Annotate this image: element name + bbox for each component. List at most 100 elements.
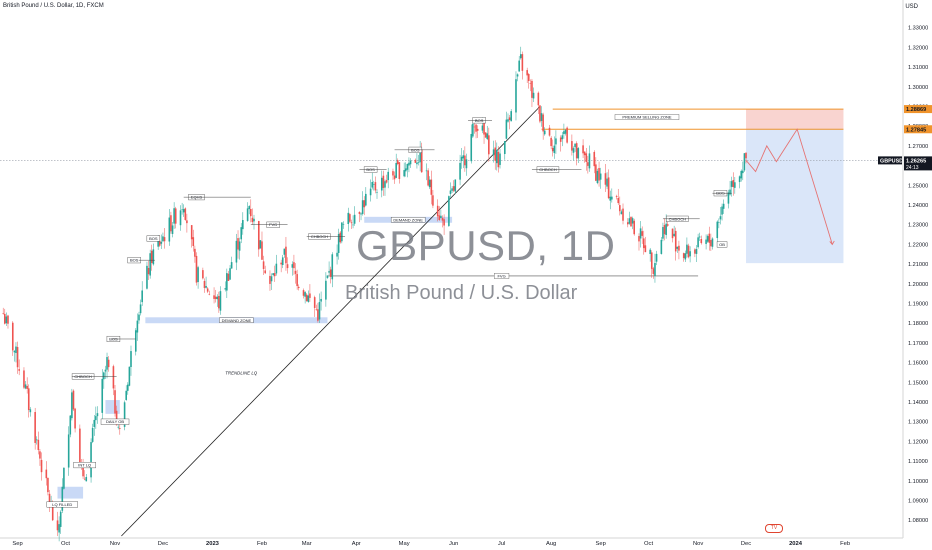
candle-body	[436, 205, 439, 217]
candle-body	[309, 293, 311, 298]
candle-body	[29, 409, 32, 413]
candle-body	[325, 280, 327, 300]
candle-body	[96, 413, 99, 417]
candle-body	[264, 270, 266, 274]
candle-body	[285, 246, 287, 264]
candle-body	[104, 369, 107, 372]
y-tick-label: 1.08000	[908, 518, 928, 524]
candle-body	[134, 330, 137, 352]
candle-body	[419, 150, 421, 163]
y-tick-label: 1.21000	[908, 262, 928, 268]
candle-body	[157, 241, 159, 247]
price-tag	[904, 105, 932, 114]
candle-body	[476, 128, 479, 131]
candle-body	[72, 390, 75, 410]
candle-body	[23, 370, 25, 388]
level-label: PREMIUM SELLING ZONE	[622, 115, 671, 120]
candle-body	[654, 263, 656, 276]
candle-body	[90, 442, 92, 478]
candle-body	[130, 351, 132, 367]
x-tick-label: Aug	[546, 541, 556, 547]
candle-body	[328, 271, 330, 273]
candle-body	[194, 248, 196, 257]
y-tick-label: 1.09000	[908, 499, 928, 505]
candle-body	[462, 155, 465, 159]
candle-body	[630, 216, 632, 227]
candle-body	[336, 252, 338, 257]
candle-body	[593, 151, 596, 167]
candle-body	[566, 127, 568, 143]
candle-body	[128, 366, 131, 386]
annotation-box	[146, 235, 161, 242]
candle-body	[315, 309, 318, 311]
candle-body	[548, 127, 551, 136]
watermark-name: British Pound / U.S. Dollar	[345, 282, 578, 304]
candle-body	[609, 196, 612, 201]
candle-body	[663, 225, 666, 235]
tradingview-logo-icon[interactable]: TV	[765, 524, 783, 533]
candle-body	[540, 113, 543, 121]
current-price-tag	[904, 156, 932, 171]
candle-body	[7, 315, 9, 324]
currency-label: USD	[905, 4, 918, 10]
candle-body	[382, 175, 385, 188]
candle-body	[710, 240, 712, 247]
current-price-value: 1.26265	[906, 158, 926, 164]
candle-body	[350, 222, 353, 224]
stop-zone	[746, 109, 844, 130]
candle-body	[11, 322, 14, 351]
candle-body	[181, 209, 183, 211]
candle-body	[508, 117, 511, 121]
candle-body	[3, 313, 6, 324]
x-tick-label: Dec	[741, 541, 751, 547]
y-tick-label: 1.20000	[908, 282, 928, 288]
candle-body	[385, 180, 388, 183]
candle-body	[519, 54, 522, 59]
annotation-box	[716, 241, 728, 248]
candle-body	[416, 162, 418, 165]
x-tick-label: Feb	[840, 541, 850, 547]
candle-body	[722, 203, 725, 209]
candle-body	[595, 164, 597, 181]
candle-body	[526, 70, 528, 76]
candle-body	[395, 162, 397, 178]
candle-body	[441, 217, 444, 221]
candle-body	[5, 316, 8, 324]
candle-body	[551, 147, 554, 152]
candle-body	[250, 208, 252, 217]
candle-body	[515, 79, 517, 113]
candle-body	[497, 151, 500, 168]
candle-body	[564, 129, 567, 134]
candle-body	[719, 216, 722, 220]
candle-body	[40, 459, 43, 473]
candle-body	[2, 313, 4, 314]
candle-body	[486, 133, 489, 140]
candle-body	[711, 238, 714, 247]
candle-body	[572, 148, 575, 153]
candle-body	[158, 240, 161, 246]
candle-body	[82, 465, 84, 477]
candle-body	[186, 220, 188, 224]
candle-body	[745, 152, 747, 159]
candle-body	[617, 197, 620, 204]
candle-body	[673, 233, 675, 237]
candle-body	[273, 273, 276, 277]
candle-body	[79, 428, 81, 467]
candle-body	[607, 177, 610, 199]
y-tick-label: 1.30000	[908, 85, 928, 91]
candle-body	[705, 239, 707, 244]
candle-body	[219, 291, 222, 311]
candle-body	[396, 160, 399, 164]
candle-body	[708, 233, 711, 243]
candle-body	[740, 170, 743, 179]
annotation-label: LQ FILLED	[52, 502, 72, 507]
candle-body	[472, 123, 474, 137]
candle-body	[283, 248, 286, 255]
candle-body	[171, 225, 174, 234]
candle-body	[440, 215, 442, 219]
candle-body	[318, 302, 321, 320]
candle-body	[686, 244, 688, 254]
candle-body	[107, 359, 110, 368]
y-tick-label: 1.25000	[908, 183, 928, 189]
